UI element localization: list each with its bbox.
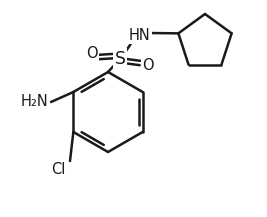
Text: S: S (115, 50, 125, 68)
Text: O: O (86, 46, 98, 61)
Text: HN: HN (129, 28, 151, 43)
Text: O: O (142, 58, 154, 72)
Text: Cl: Cl (51, 161, 65, 176)
Text: H₂N: H₂N (21, 94, 49, 110)
